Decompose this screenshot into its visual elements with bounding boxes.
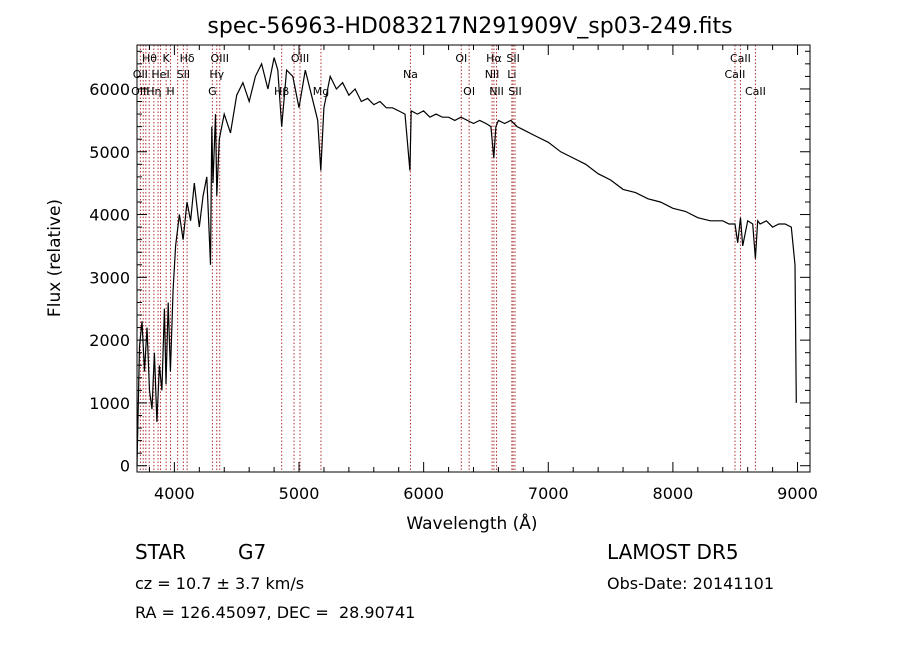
- spectral-line-label: Hδ: [180, 52, 195, 65]
- x-tick-label: 7000: [528, 484, 569, 503]
- spectral-line-label: Li: [507, 68, 516, 81]
- spectral-line-label: OI: [455, 52, 467, 65]
- data-release: LAMOST DR5: [607, 540, 739, 564]
- x-tick-label: 6000: [403, 484, 444, 503]
- spectral-line-label: HeI: [151, 68, 169, 81]
- x-tick-label: 4000: [154, 484, 195, 503]
- spectral-line-label: Hη: [146, 85, 161, 98]
- spectral-line-label: Hθ: [142, 52, 157, 65]
- spectral-line-label: OIII: [131, 85, 149, 98]
- subclass: G7: [238, 540, 267, 564]
- coordinates: RA = 126.45097, DEC = 28.90741: [135, 603, 416, 622]
- spectral-line-label: Hβ: [274, 85, 289, 98]
- x-tick-label: 8000: [653, 484, 694, 503]
- y-tick-label: 0: [120, 457, 130, 476]
- y-tick-label: 2000: [89, 331, 130, 350]
- y-tick-label: 5000: [89, 143, 130, 162]
- spectral-line-label: NII: [489, 85, 504, 98]
- y-tick-label: 3000: [89, 268, 130, 287]
- y-tick-label: 6000: [89, 80, 130, 99]
- obs-date: Obs-Date: 20141101: [607, 574, 775, 593]
- line-marker-layer: [139, 45, 756, 472]
- line-label-layer: Hθ K Hδ OIII OIII OI Hα SII CaII OII HeI SII Hγ Na NII…: [131, 52, 766, 98]
- spectral-line-label: Mg: [313, 85, 329, 98]
- spectral-line-label: CaII: [745, 85, 766, 98]
- object-class: STAR: [135, 540, 186, 564]
- spectral-line-label: G: [208, 85, 217, 98]
- spectral-line-label: Hα: [486, 52, 502, 65]
- spectrum-line: [136, 57, 797, 466]
- chart-title: spec-56963-HD083217N291909V_sp03-249.fit…: [207, 14, 732, 39]
- plot-frame: [136, 44, 811, 473]
- spectral-line-label: NII: [485, 68, 500, 81]
- spectral-line-label: OIII: [291, 52, 309, 65]
- spectral-line-label: OII: [133, 68, 148, 81]
- x-tick-label: 9000: [777, 484, 818, 503]
- spectral-line-label: H: [166, 85, 174, 98]
- spectral-line-label: CaII: [725, 68, 746, 81]
- x-axis-label: Wavelength (Å): [406, 512, 537, 534]
- spectral-line-label: K: [163, 52, 171, 65]
- axis-ticks: 4000 5000 6000 7000 8000 9000 0 1000 2000 3000 400…: [89, 45, 818, 503]
- spectral-line-label: Hγ: [209, 68, 224, 81]
- y-tick-label: 1000: [89, 394, 130, 413]
- spectral-line-label: Na: [403, 68, 418, 81]
- y-tick-label: 4000: [89, 206, 130, 225]
- spectral-line-label: OIII: [211, 52, 229, 65]
- spectral-line-label: SII: [506, 52, 519, 65]
- y-axis-label: Flux (relative): [45, 199, 65, 317]
- spectral-line-label: OI: [463, 85, 475, 98]
- redshift-readout: cz = 10.7 ± 3.7 km/s: [135, 574, 305, 593]
- spectral-line-label: SII: [177, 68, 190, 81]
- x-tick-label: 5000: [279, 484, 320, 503]
- spectral-line-label: SII: [508, 85, 521, 98]
- spectral-line-label: CaII: [730, 52, 751, 65]
